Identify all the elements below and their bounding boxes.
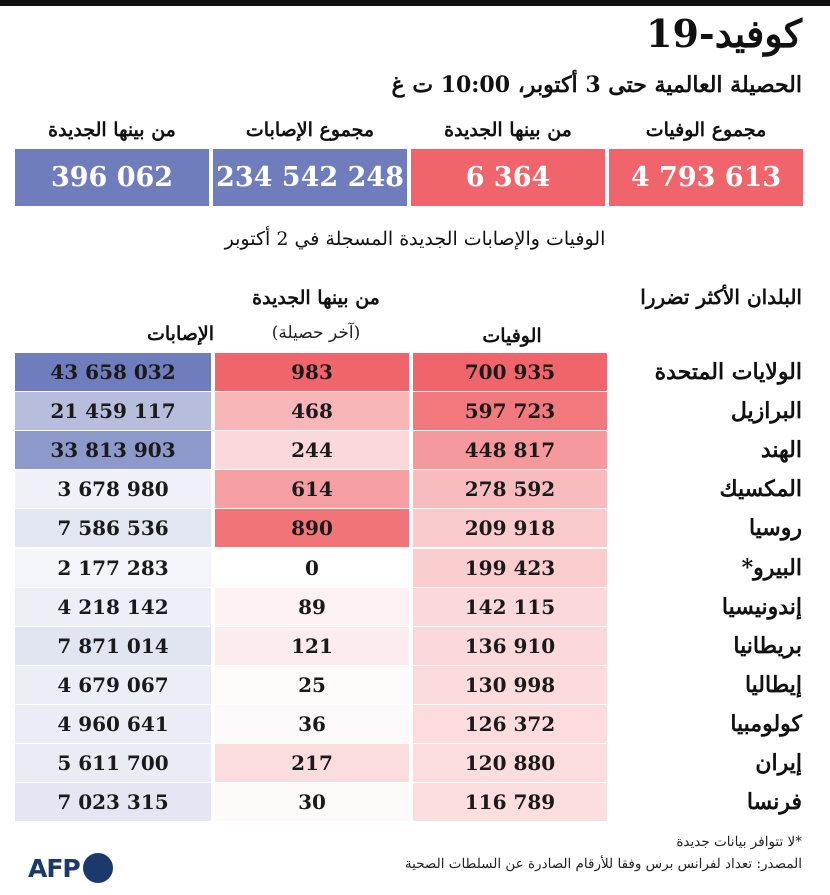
column-header-new: من بينها الجديدة — [252, 287, 380, 309]
column-header-cases: الإصابات — [146, 323, 214, 345]
cases-cell: 7 023 315 — [15, 783, 211, 821]
page-subtitle: الحصيلة العالمية حتى 3 أكتوبر، 10:00 ت غ — [391, 72, 802, 98]
deaths-cell: 700 935 — [413, 353, 607, 391]
summary-total-deaths: 4 793 613 — [609, 149, 803, 206]
cases-cell: 4 960 641 — [15, 705, 211, 743]
country-name: روسيا — [748, 515, 802, 541]
cases-cell: 3 678 980 — [15, 470, 211, 508]
table-heading: البلدان الأكثر تضررا — [640, 285, 802, 309]
source-note: المصدر: تعداد لفرانس برس وفقا للأرقام ال… — [404, 856, 802, 872]
summary-label-total-deaths: مجموع الوفيات — [645, 119, 767, 141]
new-deaths-cell: 36 — [215, 705, 409, 743]
afp-logo-text: AFP — [28, 853, 81, 883]
country-name: الولايات المتحدة — [654, 359, 802, 385]
country-name: إيطاليا — [744, 672, 802, 698]
deaths-cell: 209 918 — [413, 509, 607, 547]
new-deaths-cell: 89 — [215, 588, 409, 626]
country-name: كولومبيا — [730, 711, 802, 737]
summary-new-deaths: 6 364 — [411, 149, 605, 206]
new-deaths-cell: 468 — [215, 392, 409, 430]
cases-cell: 7 871 014 — [15, 627, 211, 665]
country-name: بريطانيا — [733, 633, 802, 659]
deaths-cell: 142 115 — [413, 588, 607, 626]
summary-label-new-deaths: من بينها الجديدة — [444, 119, 572, 141]
cases-cell: 5 611 700 — [15, 744, 211, 782]
cases-cell: 33 813 903 — [15, 431, 211, 469]
deaths-cell: 597 723 — [413, 392, 607, 430]
deaths-cell: 448 817 — [413, 431, 607, 469]
deaths-cell: 116 789 — [413, 783, 607, 821]
country-name: البرازيل — [730, 398, 802, 424]
column-subheader-new: (آخر حصيلة) — [271, 323, 361, 343]
cases-cell: 4 218 142 — [15, 588, 211, 626]
deaths-cell: 120 880 — [413, 744, 607, 782]
deaths-cell: 126 372 — [413, 705, 607, 743]
cases-cell: 2 177 283 — [15, 549, 211, 587]
new-deaths-cell: 25 — [215, 666, 409, 704]
country-name: الهند — [760, 437, 802, 463]
country-name: البيرو* — [741, 555, 802, 581]
new-deaths-cell: 121 — [215, 627, 409, 665]
deaths-cell: 278 592 — [413, 470, 607, 508]
new-deaths-cell: 983 — [215, 353, 409, 391]
summary-label-total-cases: مجموع الإصابات — [245, 119, 375, 141]
summary-label-new-cases: من بينها الجديدة — [48, 119, 176, 141]
new-deaths-cell: 0 — [215, 549, 409, 587]
new-deaths-cell: 217 — [215, 744, 409, 782]
top-rule — [0, 0, 830, 6]
new-deaths-cell: 614 — [215, 470, 409, 508]
column-header-deaths: الوفيات — [482, 325, 542, 347]
afp-logo-dot — [82, 853, 113, 883]
afp-logo: AFP — [28, 852, 113, 884]
country-name: فرنسا — [746, 789, 802, 815]
deaths-cell: 130 998 — [413, 666, 607, 704]
table-caption: الوفيات والإصابات الجديدة المسجلة في 2 أ… — [224, 228, 606, 250]
cases-cell: 21 459 117 — [15, 392, 211, 430]
new-deaths-cell: 244 — [215, 431, 409, 469]
new-deaths-cell: 30 — [215, 783, 409, 821]
new-deaths-cell: 890 — [215, 509, 409, 547]
cases-cell: 4 679 067 — [15, 666, 211, 704]
country-name: المكسيك — [719, 476, 803, 502]
country-name: إيران — [755, 750, 802, 776]
deaths-cell: 199 423 — [413, 549, 607, 587]
country-name: إندونيسيا — [721, 594, 802, 620]
cases-cell: 43 658 032 — [15, 353, 211, 391]
summary-total-cases: 234 542 248 — [213, 149, 407, 206]
deaths-cell: 136 910 — [413, 627, 607, 665]
summary-new-cases: 396 062 — [15, 149, 209, 206]
footnote: *لا تتوافر بيانات جديدة — [676, 834, 802, 850]
page-title: كوفيد-19 — [646, 11, 802, 56]
cases-cell: 7 586 536 — [15, 509, 211, 547]
